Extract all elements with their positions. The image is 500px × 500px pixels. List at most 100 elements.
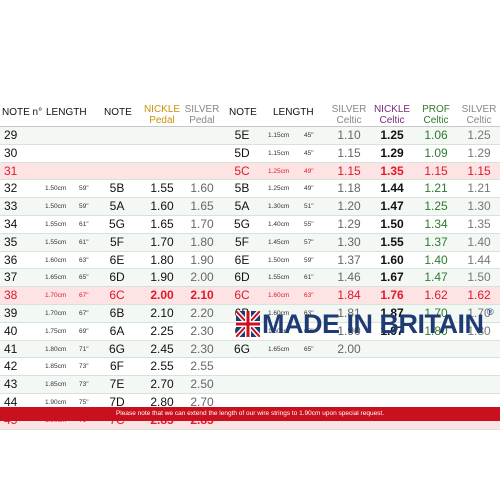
table-row: 32 1.50cm 59" 5B 1.55 1.60 5B 1.25cm 49" 1.18 1.44… [0,180,500,199]
header-length: LENGTH [46,107,87,118]
note-number: 29 [4,128,18,142]
celtic-length-cm: 1.40cm [268,220,290,228]
note-number: 30 [4,145,18,160]
silver-celtic-price: 2.00 [337,341,361,356]
length-cm: 1.85cm [45,363,67,371]
celtic-length-inch: 45" [304,132,314,139]
table-row: 38 1.70cm 67" 6C 2.00 2.10 6C 1.60cm 63" 1.84 1.76… [0,287,500,305]
table-row: 31 5C 1.25cm 49" 1.15 1.35 1.15 1.15 [0,162,500,181]
note-number: 41 [4,341,18,356]
header-silver-pedal-line2: Pedal [189,115,215,126]
header-note-no: NOTE n° [2,107,43,118]
note-number: 35 [4,234,18,249]
celtic-length-inch: 51" [304,203,314,211]
silver-pedal-price: 2.70 [190,394,214,409]
length-cm: 1.50cm [45,185,67,193]
nickle-pedal-price: 1.55 [150,181,174,196]
celtic-length-cm: 1.25cm [268,185,290,193]
nickle-pedal-price: 2.70 [150,377,174,392]
silver-celtic-b-price: 1.29 [467,145,491,160]
prof-celtic-price: 1.70 [424,305,448,320]
note-number: 37 [4,270,18,285]
celtic-length-inch: 49" [304,185,314,193]
length-cm: 1.55cm [45,238,67,246]
header-silver-celtic: SILVER Celtic [330,104,368,126]
celtic-length-inch: 65" [304,345,314,353]
header-silver-pedal-line1: SILVER [184,104,220,115]
celtic-length-inch: 63" [304,327,314,335]
pedal-note: 7E [109,377,125,392]
silver-pedal-price: 1.90 [190,252,214,267]
nickle-pedal-price: 1.70 [150,234,174,249]
table-row: 34 1.55cm 61" 5G 1.65 1.70 5G 1.40cm 55" 1.29 1.50… [0,215,500,234]
length-cm: 1.75cm [45,327,67,335]
celtic-length-inch: 59" [304,256,314,264]
nickle-celtic-price: 1.67 [380,270,404,285]
made-in-britain-logo: MADE IN BRITAIN ® [236,305,498,345]
silver-pedal-price: 1.60 [190,181,214,196]
silver-celtic-price: 1.10 [337,128,361,142]
celtic-length-cm: 1.60cm [268,309,290,317]
celtic-note: 5C [234,163,250,178]
silver-pedal-price: 2.30 [190,323,214,338]
silver-celtic-b-price: 1.35 [467,216,491,231]
celtic-note: 5A [234,199,250,214]
silver-pedal-price: 2.55 [190,359,214,374]
length-inch: 65" [79,274,89,282]
celtic-length-inch: 61" [304,274,314,282]
celtic-length-inch: 45" [304,149,314,157]
prof-celtic-price: 1.34 [424,216,448,231]
header-prof-celtic-line2: Celtic [423,115,449,126]
header-silver-celtic-b: SILVER Celtic [459,104,499,126]
celtic-length-cm: 1.25cm [268,167,290,175]
silver-celtic-price: 1.15 [337,145,361,160]
silver-celtic-price: 1.15 [337,163,361,178]
header-nickle-pedal-line1: NICKLE [143,104,181,115]
length-inch: 75" [79,398,89,406]
note-number: 39 [4,305,18,320]
nickle-celtic-price: 1.50 [380,216,404,231]
table-row: 30 5D 1.15cm 45" 1.15 1.29 1.09 1.29 [0,144,500,163]
note-number: 33 [4,199,18,214]
nickle-pedal-price: 1.65 [150,216,174,231]
table-row: 29 5E 1.15cm 45" 1.10 1.25 1.06 1.25 [0,127,500,145]
length-inch: 61" [79,220,89,228]
nickle-pedal-price: 2.00 [150,288,174,303]
prof-celtic-price: 1.37 [424,234,448,249]
silver-pedal-price: 1.80 [190,234,214,249]
celtic-length-inch: 63" [304,309,314,317]
silver-celtic-price: 1.20 [337,199,361,214]
silver-pedal-price: 2.30 [190,341,214,356]
pedal-note: 7D [109,394,125,409]
pedal-note: 6A [109,323,125,338]
footer-note-banner: Please note that we can extend the lengt… [0,407,500,421]
header-prof-celtic-line1: PROF [422,104,450,115]
pedal-note: 6F [109,359,124,374]
length-cm: 1.70cm [45,292,67,300]
nickle-celtic-price: 1.76 [380,288,404,303]
table-row: 42 1.85cm 73" 6F 2.55 2.55 [0,358,500,377]
nickle-pedal-price: 2.80 [150,394,174,409]
header-nickle-celtic: NICKLE Celtic [373,104,411,126]
table-row: 36 1.60cm 63" 6E 1.80 1.90 6E 1.50cm 59" 1.37 1.60… [0,251,500,270]
silver-pedal-price: 2.50 [190,377,214,392]
length-cm: 1.60cm [45,256,67,264]
length-cm: 1.65cm [45,274,67,282]
celtic-note: 6D [234,270,250,285]
header-length-2: LENGTH [273,107,314,118]
nickle-celtic-price: 1.35 [380,163,404,178]
nickle-pedal-price: 1.80 [150,252,174,267]
header-silver-celtic-line2: Celtic [336,115,362,126]
silver-celtic-price: 1.30 [337,234,361,249]
header-silver-pedal: SILVER Pedal [183,104,221,126]
length-cm: 1.80cm [45,345,67,353]
nickle-celtic-price: 1.97 [380,323,404,338]
pedal-note: 6G [108,341,125,356]
nickle-pedal-price: 1.90 [150,270,174,285]
length-inch: 63" [79,256,89,264]
pedal-note: 5F [109,234,124,249]
celtic-note: 5G [233,216,250,231]
nickle-pedal-price: 2.25 [150,323,174,338]
table-row: 43 1.85cm 73" 7E 2.70 2.50 [0,376,500,394]
pedal-note: 6D [109,270,125,285]
